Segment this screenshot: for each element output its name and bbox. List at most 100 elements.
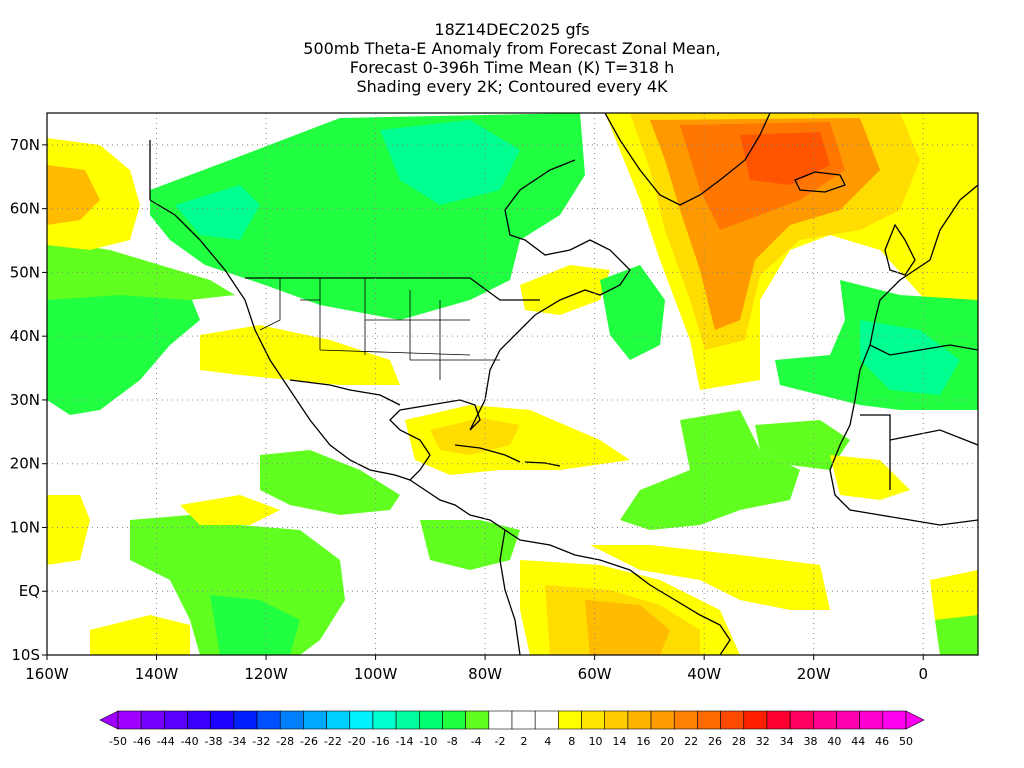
lon-tick-label: 60W — [578, 665, 612, 683]
colorbar-swatch — [627, 710, 652, 730]
title-line-2: 500mb Theta-E Anomaly from Forecast Zona… — [303, 39, 721, 58]
colorbar-swatch — [766, 710, 791, 730]
lat-tick-label: 10S — [11, 646, 40, 664]
lat-tick-label: 20N — [10, 455, 40, 473]
border-sahara — [860, 414, 978, 490]
colorbar-label: 26 — [708, 735, 722, 748]
coast-greenland — [604, 113, 771, 206]
colorbar-swatch — [256, 710, 281, 730]
shade-seatl-green — [935, 615, 978, 655]
colorbar-label: 28 — [732, 735, 746, 748]
colorbar-swatch — [372, 710, 397, 730]
shade-mexico-yellow — [180, 495, 280, 525]
colorbar-swatches — [99, 710, 925, 730]
shade-wafrica-green — [755, 420, 850, 470]
colorbar-min-arrow — [99, 710, 119, 730]
colorbar-label: 4 — [544, 735, 551, 748]
colorbar-swatch — [558, 710, 582, 730]
lat-tick-label: 70N — [10, 136, 40, 154]
lon-tick-label: 20W — [797, 665, 831, 683]
colorbar-label: 20 — [660, 735, 674, 748]
shade-epac-green-2 — [260, 450, 400, 515]
lat-tick-label: 40N — [10, 327, 40, 345]
colorbar-label: -32 — [252, 735, 270, 748]
colorbar-label: 32 — [756, 735, 770, 748]
coast-hispaniola — [524, 461, 561, 467]
colorbar-labels: -50 -46 -44 -40 -38 -34 -32 -28 -26 -22 -20 -16 -14-… — [109, 735, 913, 748]
colorbar-label: 38 — [803, 735, 817, 748]
colorbar-label: -20 — [348, 735, 366, 748]
colorbar-label: -26 — [300, 735, 318, 748]
colorbar-swatch — [465, 710, 490, 730]
colorbar-swatch — [743, 710, 768, 730]
colorbar-max-arrow — [905, 710, 925, 730]
coast-north-america — [149, 159, 631, 481]
colorbar-label: 14 — [612, 735, 626, 748]
colorbar-label: -2 — [495, 735, 506, 748]
lon-tick-label: 140W — [135, 665, 179, 683]
shade-canada-cyan — [175, 120, 520, 240]
colorbar-swatch — [581, 710, 606, 730]
colorbar-swatch — [882, 710, 907, 730]
colorbar-swatch — [187, 710, 212, 730]
coast-cuba — [454, 444, 521, 463]
colorbar-swatch — [442, 710, 466, 730]
coast-iceland — [794, 171, 846, 193]
colorbar-swatch — [673, 710, 698, 730]
colorbar-label: 50 — [899, 735, 913, 748]
colorbar-swatch — [140, 710, 165, 730]
shade-alaska-orange — [47, 165, 100, 225]
shading-layer — [47, 113, 978, 655]
lon-tick-label: 120W — [244, 665, 288, 683]
title-line-4: Shading every 2K; Contoured every 4K — [356, 77, 668, 96]
coast-gb — [884, 223, 916, 276]
colorbar-swatch — [395, 710, 420, 730]
colorbar-swatch — [789, 710, 814, 730]
lon-tick-label: 0 — [918, 665, 928, 683]
colorbar-label: 44 — [851, 735, 865, 748]
lat-tick-label: 10N — [10, 518, 40, 536]
shade-pacific-lime — [47, 240, 235, 300]
colorbar-label: -44 — [157, 735, 175, 748]
lat-tick-label: 30N — [10, 391, 40, 409]
lon-tick-label: 40W — [687, 665, 721, 683]
lon-tick-label: 100W — [354, 665, 398, 683]
shade-samerica-orange — [585, 600, 670, 655]
colorbar-label: 46 — [875, 735, 889, 748]
colorbar-label: 16 — [636, 735, 650, 748]
colorbar-swatch — [650, 710, 675, 730]
shade-gulf-gold — [430, 418, 520, 455]
colorbar-swatch — [303, 710, 327, 730]
colorbar-label: -16 — [372, 735, 390, 748]
shade-cpac-yellow-south — [90, 615, 190, 655]
lon-tick-label: 160W — [25, 665, 69, 683]
colorbar-label: 8 — [568, 735, 575, 748]
colorbar-label: 34 — [780, 735, 794, 748]
shade-iberia-cyan — [860, 320, 960, 395]
shade-atl-green-streak — [620, 410, 800, 530]
colorbar-swatch — [117, 710, 142, 730]
title-line-3: Forecast 0-396h Time Mean (K) T=318 h — [349, 58, 675, 77]
colorbar-label: -10 — [419, 735, 437, 748]
colorbar-label: -38 — [205, 735, 223, 748]
colorbar-swatch — [233, 710, 258, 730]
grid-lines — [46, 113, 978, 656]
colorbar-swatch — [279, 710, 304, 730]
colorbar-label: 10 — [589, 735, 603, 748]
shade-cpac-yellow — [47, 495, 90, 565]
colorbar-swatch — [326, 710, 351, 730]
colorbar-swatch — [511, 710, 536, 730]
shade-tropatl-yellow — [590, 545, 830, 610]
colorbar-swatch — [697, 710, 721, 730]
lat-tick-label: 50N — [10, 263, 40, 281]
shade-swus-yellow — [200, 325, 400, 385]
lat-axis: 70N 60N 50N 40N 30N 20N 10N EQ 10S — [10, 136, 47, 664]
colorbar-label: -28 — [276, 735, 294, 748]
shade-pacific-green — [47, 290, 200, 415]
colorbar-swatch — [812, 710, 837, 730]
lat-tick-label: EQ — [19, 582, 40, 600]
colorbar-label: -50 — [109, 735, 127, 748]
colorbar-swatch — [836, 710, 860, 730]
title-line-1: 18Z14DEC2025 gfs — [434, 20, 590, 39]
